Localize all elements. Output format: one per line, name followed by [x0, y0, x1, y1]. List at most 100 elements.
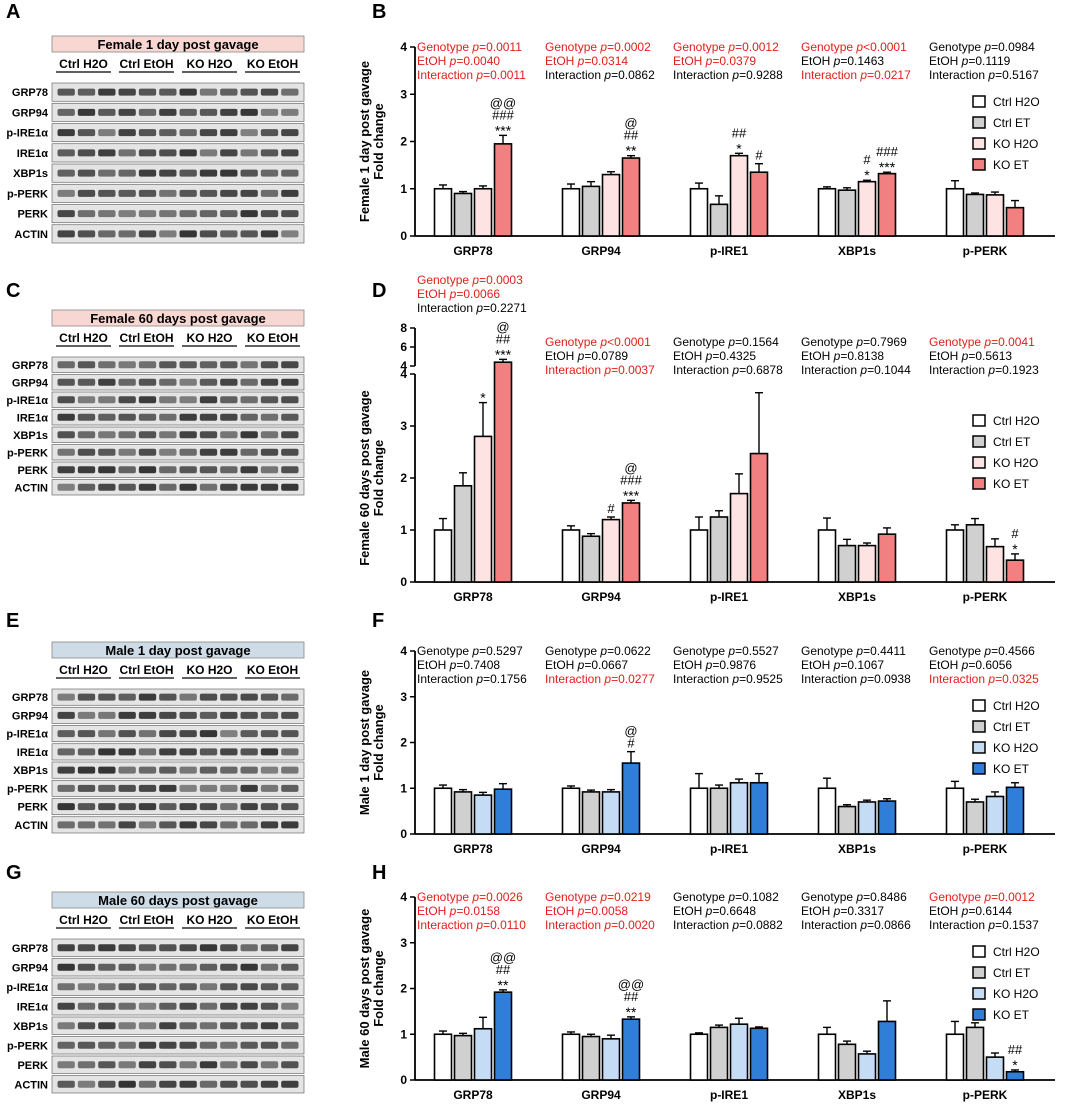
blot-band [260, 108, 279, 116]
panel-letter-g: G [6, 862, 22, 884]
blot-band [179, 169, 197, 177]
blot-group-label: KO EtOH [247, 57, 298, 71]
stat-line: Genotype p=0.5297 [417, 644, 523, 658]
stat-line: Genotype p=0.7969 [801, 335, 907, 349]
blot-band [159, 748, 177, 756]
x-tick-label: XBP1s [838, 842, 876, 856]
blot-strip [51, 82, 305, 102]
blot-band [220, 821, 238, 829]
bar-ctrl-h2o [945, 187, 965, 237]
blot-strip [51, 461, 305, 478]
blot-band [199, 108, 218, 116]
x-tick-label: p-PERK [963, 244, 1008, 258]
blot-band [159, 766, 177, 774]
blot-band [138, 766, 157, 774]
significance-mark: *** [879, 159, 896, 175]
blot-band [240, 210, 258, 218]
blot-band [199, 944, 218, 952]
legend-label: Ctrl ET [993, 720, 1031, 734]
blot-band [179, 983, 197, 991]
blot-title-box [51, 891, 305, 909]
blot-band [159, 169, 177, 177]
blot-band [159, 189, 177, 197]
blot-band [281, 1080, 299, 1088]
blot-band [179, 230, 197, 238]
blot-band [260, 803, 279, 811]
blot-band [98, 711, 116, 719]
blot-band [240, 431, 258, 439]
blot-band [57, 803, 75, 811]
stat-line: EtOH p=0.0158 [417, 904, 500, 918]
blot-band [240, 803, 258, 811]
blot-band [159, 230, 177, 238]
bar-ko-h2o [601, 791, 621, 835]
bar-ctrl-h2o [561, 787, 581, 835]
bar-ctrl-h2o [433, 1033, 453, 1081]
blot-band [138, 711, 157, 719]
blot-protein-label: PERK [17, 465, 48, 477]
blot-protein-label: PERK [17, 209, 48, 221]
blot-band [57, 1002, 75, 1010]
western-blot-male-60days: Male 60 days post gavage Ctrl H2O Ctrl EtO… [6, 891, 305, 1094]
blot-band [260, 730, 279, 738]
legend-label: KO H2O [993, 456, 1038, 470]
blot-band [98, 1061, 116, 1069]
stat-line: Genotype p=0.0012 [673, 40, 779, 54]
blot-band [260, 693, 279, 701]
blot-band [57, 711, 75, 719]
blot-band [240, 1002, 258, 1010]
significance-mark: *** [623, 487, 640, 503]
legend-swatch [972, 456, 986, 469]
blot-band [220, 944, 238, 952]
blot-protein-label: IRE1α [17, 148, 48, 160]
bar-ko-et [749, 781, 769, 835]
blot-protein-label: GRP94 [12, 377, 49, 389]
y-axis-label: Male 1 day post gavage [357, 670, 372, 815]
blot-band [138, 693, 157, 701]
blot-band [281, 944, 299, 952]
blot-band [77, 963, 96, 971]
blot-band [240, 230, 258, 238]
blot-strip [51, 1075, 305, 1094]
y-tick-label: 1 [400, 1027, 407, 1041]
bar-ctrl-et [965, 523, 985, 583]
blot-band [159, 693, 177, 701]
blot-strip [51, 183, 305, 203]
blot-band [220, 361, 238, 369]
blot-band [77, 766, 96, 774]
blot-group-label: Ctrl H2O [59, 663, 108, 677]
stat-line: Genotype p=0.1082 [673, 890, 779, 904]
blot-band [179, 1080, 197, 1088]
blot-band [199, 983, 218, 991]
blot-band [57, 963, 75, 971]
blot-band [159, 149, 177, 157]
stat-line: Interaction p=0.1044 [801, 363, 911, 377]
blot-strip [51, 761, 305, 779]
blot-band [199, 821, 218, 829]
blot-band [281, 169, 299, 177]
blot-strip [51, 444, 305, 461]
bar-ctrl-h2o [817, 187, 837, 237]
blot-band [77, 1041, 96, 1049]
blot-protein-label: XBP1s [13, 168, 48, 180]
blot-band [57, 1061, 75, 1069]
blot-protein-label: ACTIN [14, 229, 48, 241]
y-tick-label: 0 [400, 575, 407, 589]
bar-chart-male-60days: Male 60 days post gavage Fold change 0 1 2 3 4… [357, 890, 1055, 1102]
blot-band [281, 466, 299, 474]
blot-group-label: KO H2O [186, 57, 232, 71]
blot-band [118, 230, 136, 238]
blot-protein-label: p-PERK [7, 188, 48, 200]
blot-band [159, 944, 177, 952]
x-tick-label: GRP78 [453, 244, 493, 258]
x-tick-label: GRP94 [581, 1088, 621, 1102]
stat-line: Genotype p=0.8486 [801, 890, 907, 904]
blot-band [138, 413, 157, 421]
blot-band [220, 108, 238, 116]
blot-band [138, 730, 157, 738]
blot-band [77, 1080, 96, 1088]
legend-label: Ctrl H2O [993, 699, 1040, 713]
blot-protein-label: XBP1s [13, 765, 48, 777]
blot-band [179, 963, 197, 971]
stat-line: Interaction p=0.6878 [673, 363, 783, 377]
